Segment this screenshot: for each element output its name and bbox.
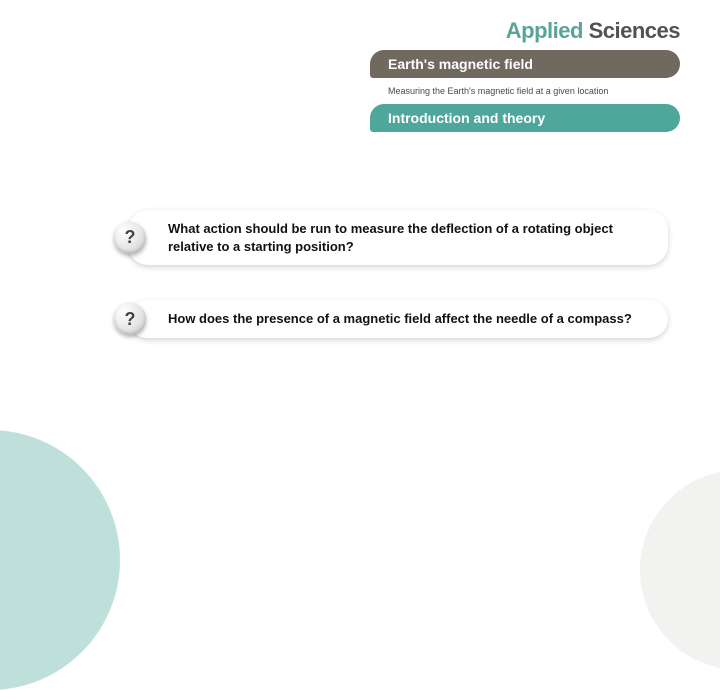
question-text: How does the presence of a magnetic fiel… bbox=[168, 311, 632, 326]
brand-word-sciences: Sciences bbox=[589, 18, 680, 43]
section-bar: Introduction and theory bbox=[370, 104, 680, 132]
section-title: Introduction and theory bbox=[388, 110, 545, 126]
question-card: ? How does the presence of a magnetic fi… bbox=[128, 300, 668, 338]
brand-word-applied: Applied bbox=[506, 18, 583, 43]
brand-logo: Applied Sciences bbox=[506, 18, 680, 44]
topic-bar: Earth's magnetic field bbox=[370, 50, 680, 78]
decorative-circle bbox=[640, 470, 720, 670]
question-text: What action should be run to measure the… bbox=[168, 221, 613, 254]
question-mark-icon: ? bbox=[114, 303, 146, 335]
question-card: ? What action should be run to measure t… bbox=[128, 210, 668, 265]
question-mark-icon: ? bbox=[114, 222, 146, 254]
decorative-circle bbox=[0, 430, 120, 690]
topic-subtitle-bar: Measuring the Earth's magnetic field at … bbox=[370, 80, 680, 102]
topic-title: Earth's magnetic field bbox=[388, 56, 533, 72]
topic-subtitle: Measuring the Earth's magnetic field at … bbox=[388, 86, 608, 96]
